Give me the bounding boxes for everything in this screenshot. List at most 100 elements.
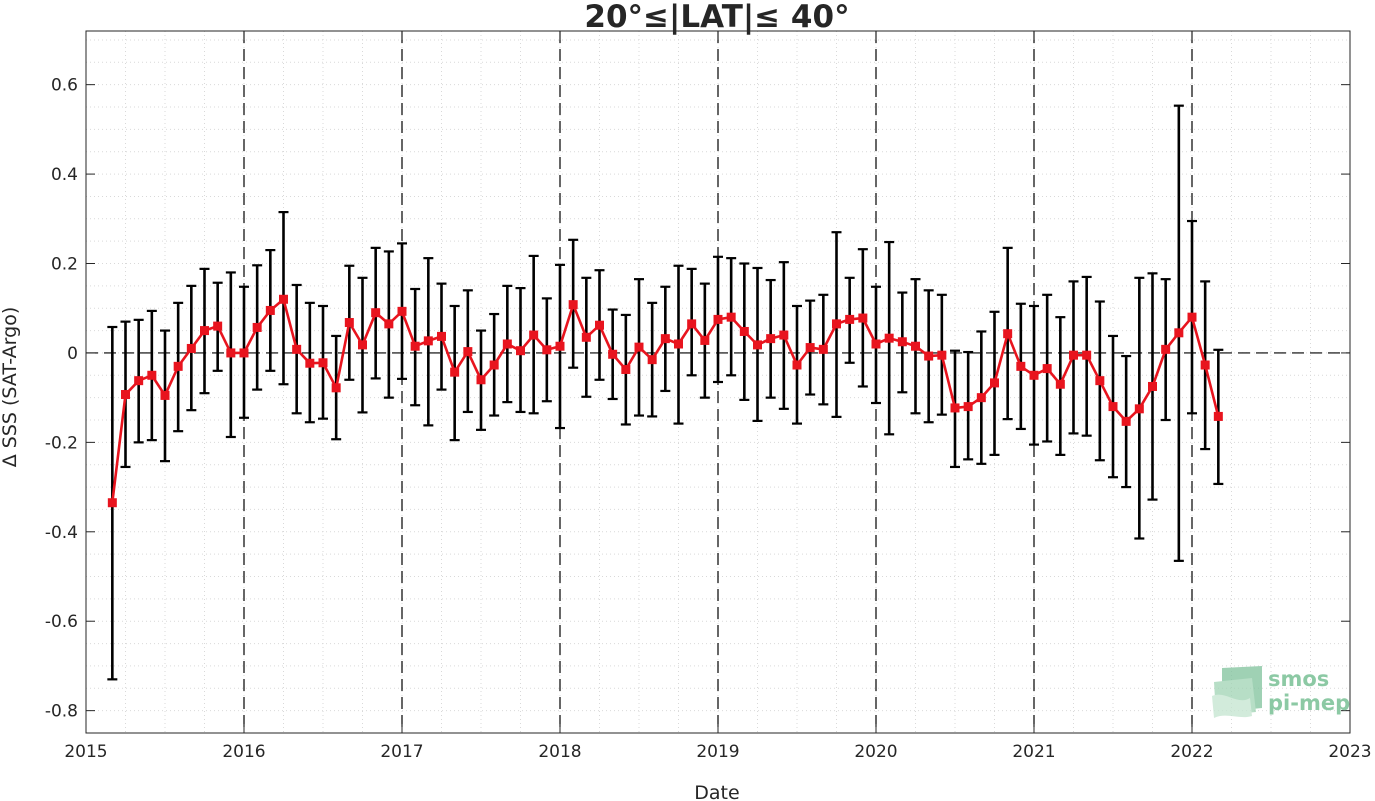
data-point-marker [292, 344, 302, 354]
data-point-marker [766, 334, 776, 344]
y-tick-label: -0.4 [45, 523, 78, 543]
y-tick-label: -0.8 [45, 702, 78, 722]
data-point-marker [792, 360, 802, 370]
data-point-marker [213, 321, 223, 331]
data-point-marker [437, 331, 446, 341]
x-tick-label: 2023 [1328, 742, 1371, 762]
data-point-marker [450, 367, 460, 377]
data-series [107, 294, 1223, 508]
data-point-marker [726, 312, 736, 322]
data-point-marker [990, 378, 999, 388]
data-point-marker [134, 376, 144, 386]
data-point-marker [845, 314, 855, 324]
data-point-marker [1016, 361, 1026, 371]
x-axis-label: Date [694, 782, 739, 801]
data-point-marker [1055, 379, 1065, 389]
data-point-marker [739, 326, 749, 336]
data-point-marker [805, 343, 815, 353]
data-point-marker [226, 348, 236, 358]
data-point-marker [950, 403, 960, 413]
data-point-marker [608, 349, 618, 359]
y-tick-label: -0.6 [45, 612, 78, 632]
error-bars [107, 104, 1224, 681]
y-tick-label: 0.4 [51, 165, 78, 185]
data-point-marker [239, 348, 249, 358]
data-point-marker [1003, 329, 1013, 339]
data-point-marker [660, 334, 670, 344]
data-point-marker [884, 333, 894, 343]
data-point-marker [595, 320, 604, 330]
chart-title: 20°≤|LAT|≤ 40° [584, 0, 849, 35]
data-point-marker [568, 300, 578, 310]
data-point-marker [647, 355, 657, 365]
data-point-marker [621, 364, 631, 374]
x-tick-label: 2018 [538, 742, 581, 762]
data-point-marker [1148, 381, 1157, 391]
x-tick-label: 2016 [222, 742, 265, 762]
data-point-marker [924, 351, 934, 361]
data-point-marker [1200, 360, 1210, 370]
data-point-marker [516, 346, 525, 356]
data-point-marker [252, 322, 262, 332]
data-point-marker [397, 306, 407, 316]
data-point-marker [147, 370, 157, 380]
x-tick-label: 2017 [380, 742, 423, 762]
data-point-marker [1029, 370, 1039, 380]
tick-labels: -0.8 -0.6 -0.4 -0.2 0 0.2 0.4 0.6 2015 2016 2017 20… [45, 76, 1372, 762]
data-point-marker [581, 332, 591, 342]
x-tick-label: 2020 [854, 742, 897, 762]
data-point-marker [976, 393, 986, 403]
data-point-marker [529, 330, 539, 340]
y-tick-label: 0.2 [51, 255, 78, 275]
data-point-marker [818, 344, 828, 354]
data-point-marker [700, 335, 710, 345]
data-point-marker [1174, 328, 1184, 338]
data-point-marker [107, 498, 117, 508]
data-point-marker [1187, 312, 1197, 322]
data-point-marker [687, 319, 697, 329]
smos-pi-mep-logo: smos pi-mep [1212, 666, 1350, 718]
data-point-marker [674, 339, 683, 349]
data-point-marker [186, 343, 196, 353]
data-point-marker [1161, 344, 1171, 354]
data-point-marker [634, 342, 644, 352]
data-point-marker [555, 341, 565, 351]
data-point-marker [173, 361, 183, 371]
data-point-marker [344, 318, 354, 328]
data-point-marker [305, 358, 315, 368]
data-point-marker [121, 390, 130, 400]
logo-line-1: smos [1268, 667, 1329, 691]
data-point-marker [279, 294, 288, 304]
data-point-marker [779, 330, 789, 340]
data-point-marker [1213, 411, 1223, 421]
data-point-marker [200, 326, 209, 336]
data-point-marker [358, 340, 367, 350]
data-point-marker [318, 358, 328, 368]
data-point-marker [1042, 364, 1052, 374]
data-point-marker [331, 383, 341, 393]
y-tick-label: 0.6 [51, 76, 78, 96]
data-point-marker [963, 402, 973, 412]
data-point-marker [1134, 404, 1144, 414]
axes-frame [85, 30, 1351, 734]
data-point-marker [489, 360, 499, 370]
x-tick-label: 2015 [64, 742, 107, 762]
data-point-marker [502, 339, 512, 349]
x-tick-label: 2019 [696, 742, 739, 762]
data-point-marker [476, 375, 486, 385]
logo-waves-icon [1212, 666, 1262, 718]
y-tick-label: -0.2 [45, 433, 78, 453]
y-axis-label: Δ SSS (SAT-Argo) [0, 307, 21, 467]
data-point-marker [1121, 416, 1131, 426]
x-tick-label: 2021 [1012, 742, 1055, 762]
data-point-marker [1108, 402, 1118, 412]
data-point-marker [1069, 350, 1078, 360]
logo-line-2: pi-mep [1268, 691, 1350, 715]
data-point-marker [384, 319, 394, 329]
data-point-marker [713, 314, 723, 324]
data-point-marker [1082, 350, 1092, 360]
y-tick-label: 0 [67, 344, 78, 364]
data-point-marker [911, 341, 920, 351]
data-point-marker [410, 341, 420, 351]
